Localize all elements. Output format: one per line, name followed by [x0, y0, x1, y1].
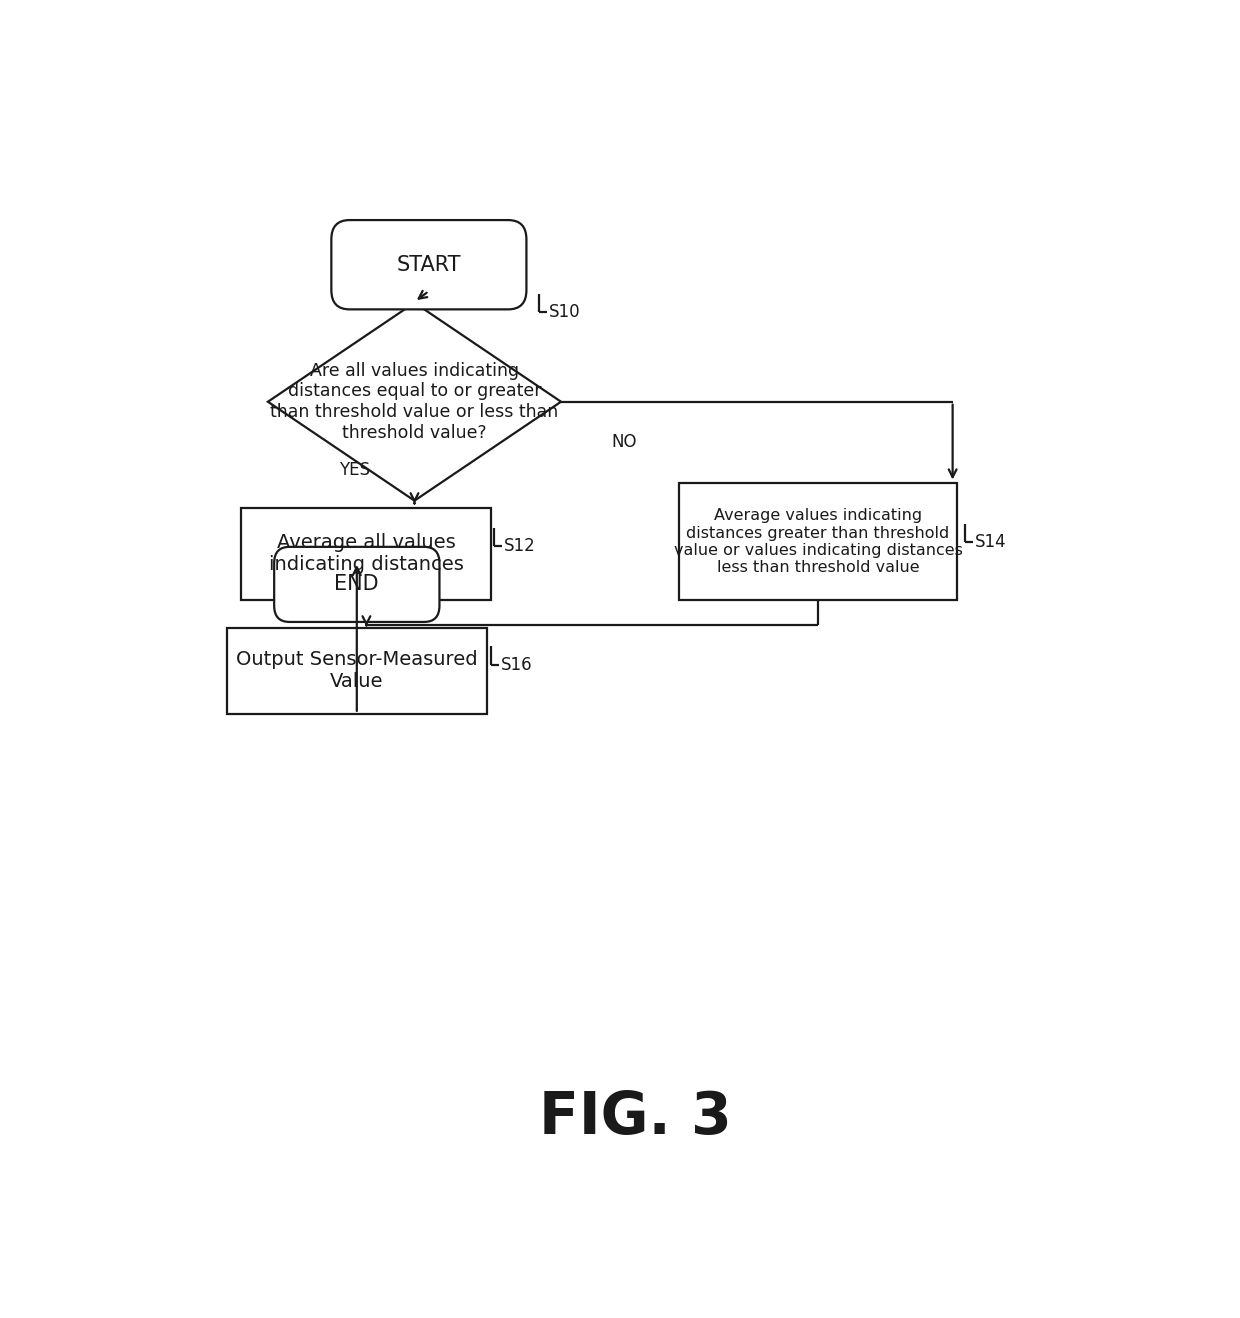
FancyBboxPatch shape [274, 547, 439, 622]
Text: Average values indicating
distances greater than threshold
value or values indic: Average values indicating distances grea… [673, 509, 962, 576]
Text: Average all values
indicating distances: Average all values indicating distances [269, 534, 464, 575]
Bar [227, 627, 486, 714]
Text: S16: S16 [501, 655, 533, 673]
Text: Output Sensor-Measured
Value: Output Sensor-Measured Value [236, 650, 477, 691]
Bar [678, 484, 957, 600]
Text: S14: S14 [975, 532, 1007, 551]
Text: YES: YES [340, 461, 371, 478]
Polygon shape [268, 303, 560, 501]
Bar [242, 509, 491, 600]
Text: START: START [397, 254, 461, 274]
Text: S10: S10 [549, 303, 580, 322]
FancyBboxPatch shape [331, 220, 527, 310]
Text: NO: NO [611, 434, 637, 451]
Text: FIG. 3: FIG. 3 [539, 1089, 732, 1145]
Text: Are all values indicating
distances equal to or greater
than threshold value or : Are all values indicating distances equa… [270, 361, 558, 442]
Text: S12: S12 [503, 536, 536, 555]
Text: END: END [335, 575, 379, 594]
